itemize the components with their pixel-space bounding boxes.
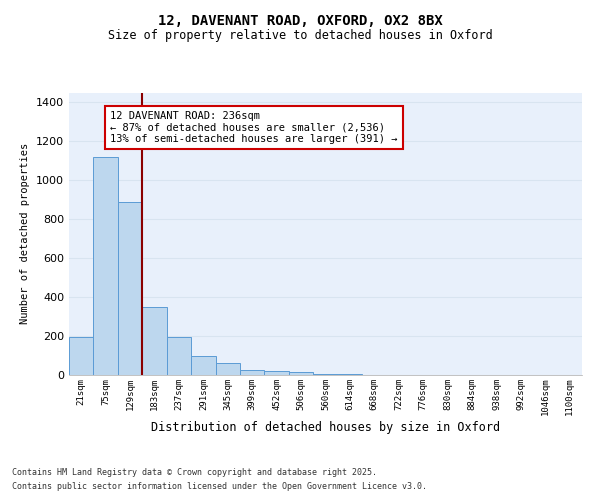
Bar bbox=[142, 307, 167, 375]
Bar bbox=[265, 371, 289, 375]
Bar bbox=[167, 337, 191, 375]
Text: 12 DAVENANT ROAD: 236sqm
← 87% of detached houses are smaller (2,536)
13% of sem: 12 DAVENANT ROAD: 236sqm ← 87% of detach… bbox=[110, 111, 398, 144]
Bar bbox=[191, 356, 215, 375]
Bar bbox=[118, 202, 142, 375]
Bar bbox=[313, 374, 338, 375]
Bar bbox=[215, 364, 240, 375]
X-axis label: Distribution of detached houses by size in Oxford: Distribution of detached houses by size … bbox=[151, 421, 500, 434]
Text: Contains public sector information licensed under the Open Government Licence v3: Contains public sector information licen… bbox=[12, 482, 427, 491]
Text: 12, DAVENANT ROAD, OXFORD, OX2 8BX: 12, DAVENANT ROAD, OXFORD, OX2 8BX bbox=[158, 14, 442, 28]
Bar bbox=[338, 374, 362, 375]
Text: Size of property relative to detached houses in Oxford: Size of property relative to detached ho… bbox=[107, 28, 493, 42]
Text: Contains HM Land Registry data © Crown copyright and database right 2025.: Contains HM Land Registry data © Crown c… bbox=[12, 468, 377, 477]
Bar bbox=[94, 157, 118, 375]
Bar bbox=[289, 372, 313, 375]
Y-axis label: Number of detached properties: Number of detached properties bbox=[20, 143, 31, 324]
Bar bbox=[69, 337, 94, 375]
Bar bbox=[240, 370, 265, 375]
